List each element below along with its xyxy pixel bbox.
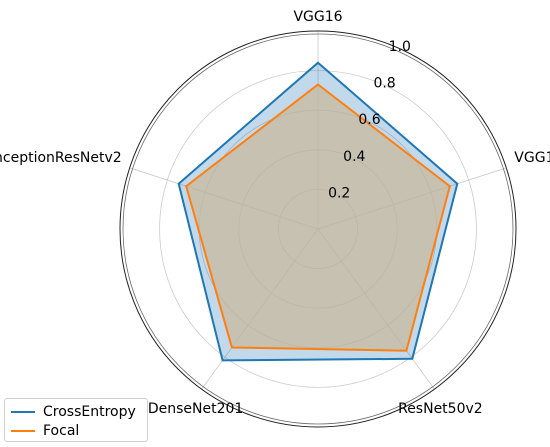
legend-label-0: CrossEntropy: [43, 403, 136, 420]
r-tick-label-2: 0.6: [358, 112, 380, 128]
legend-item-1: Focal: [11, 421, 141, 440]
r-tick-label-4: 1.0: [389, 39, 411, 55]
axis-label-2: ResNet50v2: [398, 401, 483, 417]
legend-item-0: CrossEntropy: [11, 402, 141, 421]
radar-frame: [119, 30, 517, 428]
axis-label-1: VGG19: [514, 150, 550, 166]
legend-swatch-1: [11, 429, 35, 432]
axis-label-4: InceptionResNetv2: [0, 150, 122, 166]
legend: CrossEntropy Focal: [4, 398, 148, 442]
frame-outer: [119, 30, 517, 428]
r-tick-label-0: 0.2: [328, 185, 350, 201]
axis-labels: VGG16 VGG19 ResNet50v2 DenseNet201 Inception…: [0, 9, 550, 417]
series-line-1: [185, 83, 451, 352]
series-area-1: [186, 84, 450, 351]
frame-inner: [122, 33, 514, 425]
radial-ticks: 0.2 0.4 0.6 0.8 1.0: [328, 39, 411, 201]
r-tick-label-1: 0.4: [343, 149, 365, 165]
legend-label-1: Focal: [43, 422, 80, 439]
legend-swatch-0: [11, 410, 35, 413]
r-tick-label-3: 0.8: [373, 76, 395, 92]
axis-label-3: DenseNet201: [148, 401, 243, 417]
radar-series: [177, 61, 459, 362]
series-line-0: [177, 61, 459, 362]
axis-label-0: VGG16: [293, 9, 342, 25]
